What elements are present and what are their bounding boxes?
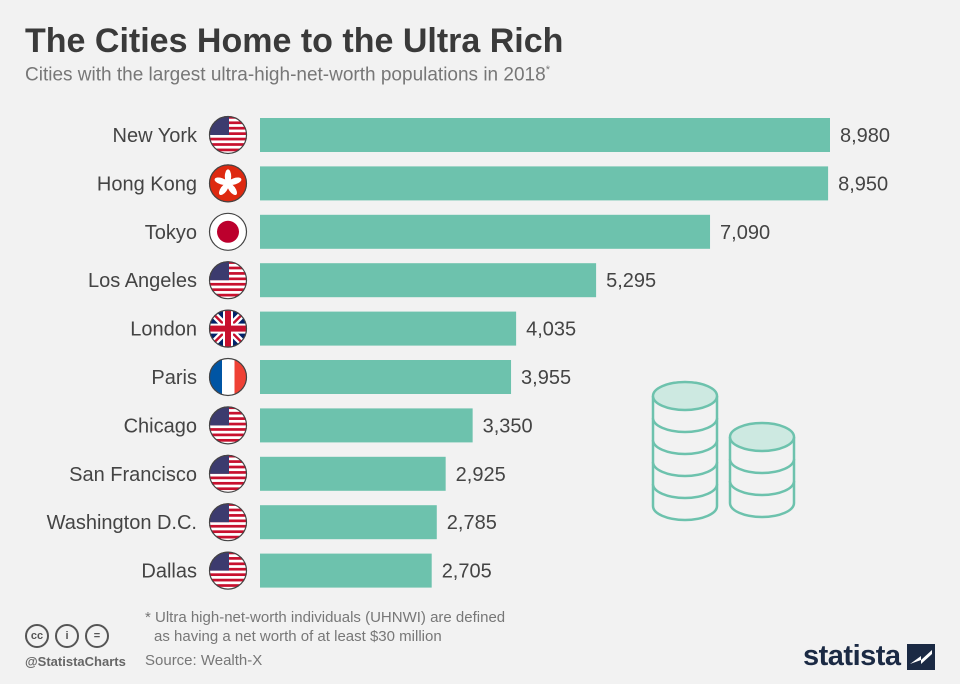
subtitle-footnote-mark: * [545,64,550,76]
bar-hong-kong [260,166,829,201]
chart-rows: New York 8,980 Hong Kong 8,950 Tokyo 7,090 Los… [47,115,890,590]
us-flag-icon [208,454,248,493]
value-label-paris: 3,955 [521,367,571,389]
category-label-new-york: New York [113,125,198,147]
category-label-hong-kong: Hong Kong [97,173,197,195]
us-flag-icon [208,503,248,542]
bar-washington-d-c [260,505,437,540]
category-label-san-francisco: San Francisco [69,464,197,486]
value-label-los-angeles: 5,295 [606,270,656,292]
subtitle-text: Cities with the largest ultra-high-net-w… [25,64,546,86]
value-label-washington-d-c: 2,785 [447,512,497,534]
category-label-chicago: Chicago [124,415,197,437]
footnote-line-1: * Ultra high-net-worth individuals (UHNW… [145,609,506,626]
creative-commons-icon[interactable]: cc [25,624,49,648]
category-label-dallas: Dallas [141,561,197,583]
hong-kong-flag-icon [208,164,248,203]
twitter-handle[interactable]: @StatistaCharts [25,654,126,669]
attribution-icon[interactable]: i [55,624,79,648]
bar-los-angeles [260,263,597,298]
license-icons: cc i = [25,624,109,648]
value-label-san-francisco: 2,925 [456,464,506,486]
bar-chicago [260,408,473,443]
source-text: Source: Wealth-X [145,652,263,669]
bar-paris [260,360,512,394]
us-flag-icon [208,261,248,300]
statista-mark-icon [906,643,935,670]
chart-subtitle: Cities with the largest ultra-high-net-w… [25,64,550,86]
footnote: * Ultra high-net-worth individuals (UHNW… [145,608,505,646]
category-label-tokyo: Tokyo [145,222,197,244]
bar-new-york [260,118,830,152]
chart-title: The Cities Home to the Ultra Rich [25,22,564,60]
us-flag-icon [208,115,248,155]
us-flag-icon [208,406,248,445]
category-label-washington-d-c: Washington D.C. [47,512,197,534]
value-label-chicago: 3,350 [483,415,533,437]
france-flag-icon [208,357,248,397]
coin-stacks-illustration [651,380,796,522]
bar-dallas [260,553,432,588]
value-label-london: 4,035 [526,319,576,341]
value-label-hong-kong: 8,950 [838,173,888,195]
bar-london [260,311,517,346]
value-label-tokyo: 7,090 [720,222,770,244]
category-label-paris: Paris [151,367,197,389]
footnote-line-2: as having a net worth of at least $30 mi… [154,628,442,645]
us-flag-icon [208,551,248,590]
category-label-los-angeles: Los Angeles [88,270,197,292]
brand-name: statista [803,640,901,672]
category-label-london: London [130,319,197,341]
bar-tokyo [260,214,711,249]
value-label-dallas: 2,705 [442,561,492,583]
uk-flag-icon [208,309,248,348]
japan-flag-icon [208,212,248,251]
no-derivatives-icon[interactable]: = [85,624,109,648]
value-label-new-york: 8,980 [840,125,890,147]
statista-logo[interactable]: statista [803,640,935,673]
bar-san-francisco [260,456,446,491]
